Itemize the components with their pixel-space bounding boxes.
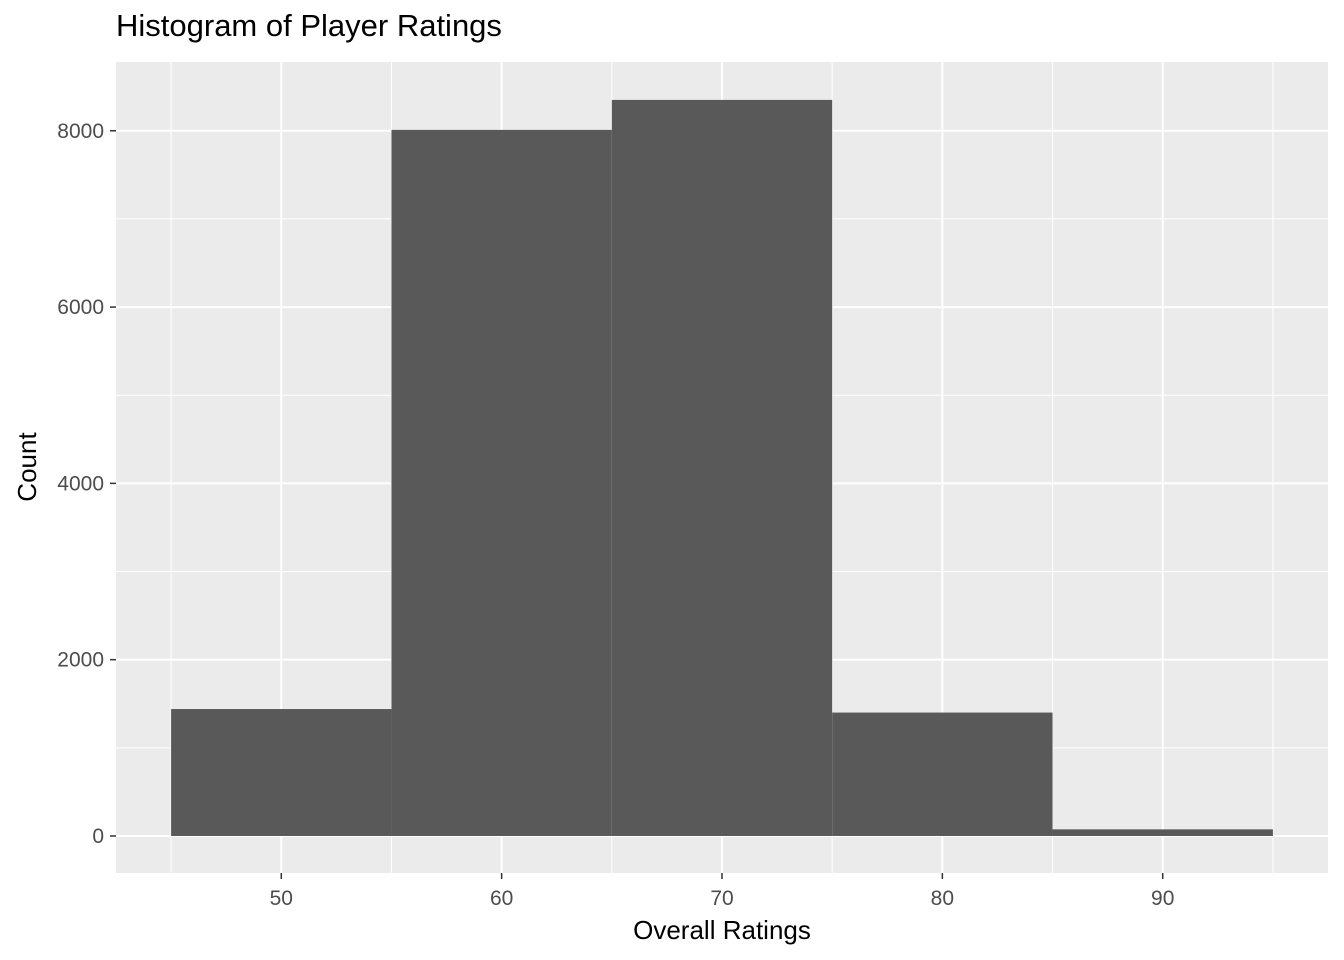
histogram-bar xyxy=(391,129,612,836)
histogram-bar xyxy=(611,99,833,836)
y-tick-label: 0 xyxy=(92,825,104,848)
y-tick-label: 8000 xyxy=(57,120,104,143)
histogram-bar xyxy=(1052,829,1273,836)
y-axis: 0 2000 4000 6000 8000 xyxy=(57,120,116,848)
y-tick-label: 6000 xyxy=(57,296,104,319)
x-tick-label: 60 xyxy=(490,887,513,910)
x-tick-label: 50 xyxy=(270,887,293,910)
histogram-bar xyxy=(171,709,392,836)
y-axis-title: Count xyxy=(12,432,42,502)
x-axis: 50 60 70 80 90 xyxy=(270,873,1174,910)
x-tick-label: 90 xyxy=(1151,887,1174,910)
chart-title: Histogram of Player Ratings xyxy=(116,8,502,43)
histogram-bars xyxy=(171,99,1273,836)
y-tick-label: 4000 xyxy=(57,472,104,495)
y-tick-label: 2000 xyxy=(57,649,104,672)
x-axis-title: Overall Ratings xyxy=(633,915,811,945)
x-tick-label: 80 xyxy=(931,887,954,910)
x-tick-label: 70 xyxy=(710,887,733,910)
histogram-bar xyxy=(832,712,1053,836)
